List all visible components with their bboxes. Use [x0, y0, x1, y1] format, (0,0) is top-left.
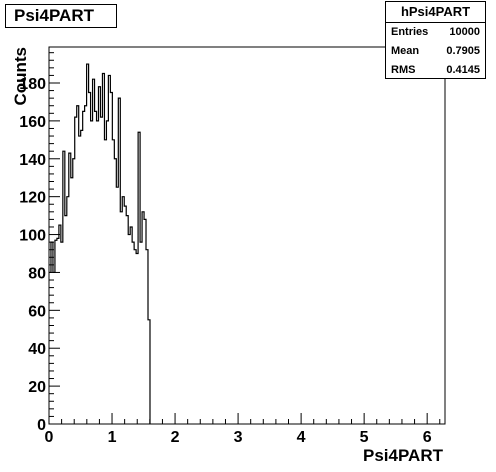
y-tick-label: 40 [28, 341, 46, 358]
y-tick-label: 140 [19, 152, 46, 169]
y-tick-label: 20 [28, 379, 46, 396]
stats-value: 0.4145 [446, 61, 480, 80]
stats-histogram-name: hPsi4PART [386, 2, 485, 23]
y-tick-label: 60 [28, 303, 46, 320]
x-tick-label: 3 [234, 429, 243, 446]
x-tick-label: 2 [171, 429, 180, 446]
y-tick-label: 100 [19, 228, 46, 245]
stats-value: 0.7905 [446, 42, 480, 61]
stats-label: Mean [391, 42, 419, 61]
y-axis-label: Counts [11, 47, 30, 106]
x-tick-label: 1 [108, 429, 117, 446]
stats-value: 10000 [449, 23, 480, 42]
histogram-series-line [49, 64, 150, 424]
stats-label: Entries [391, 23, 428, 42]
stats-label: RMS [391, 61, 415, 80]
x-tick-label: 4 [297, 429, 306, 446]
y-tick-label: 120 [19, 190, 46, 207]
stats-row-rms: RMS 0.4145 [386, 61, 485, 80]
x-axis: 0 1 2 3 4 5 6 [45, 413, 440, 446]
stats-box: hPsi4PART Entries 10000 Mean 0.7905 RMS … [385, 1, 486, 79]
y-tick-label: 160 [19, 114, 46, 131]
stats-row-entries: Entries 10000 [386, 23, 485, 42]
x-tick-label: 0 [45, 429, 54, 446]
histogram-title: Psi4PART [5, 4, 117, 28]
y-tick-label: 80 [28, 265, 46, 282]
x-axis-label: Psi4PART [363, 446, 444, 465]
x-tick-label: 5 [360, 429, 369, 446]
x-tick-label: 6 [423, 429, 432, 446]
stats-row-mean: Mean 0.7905 [386, 42, 485, 61]
